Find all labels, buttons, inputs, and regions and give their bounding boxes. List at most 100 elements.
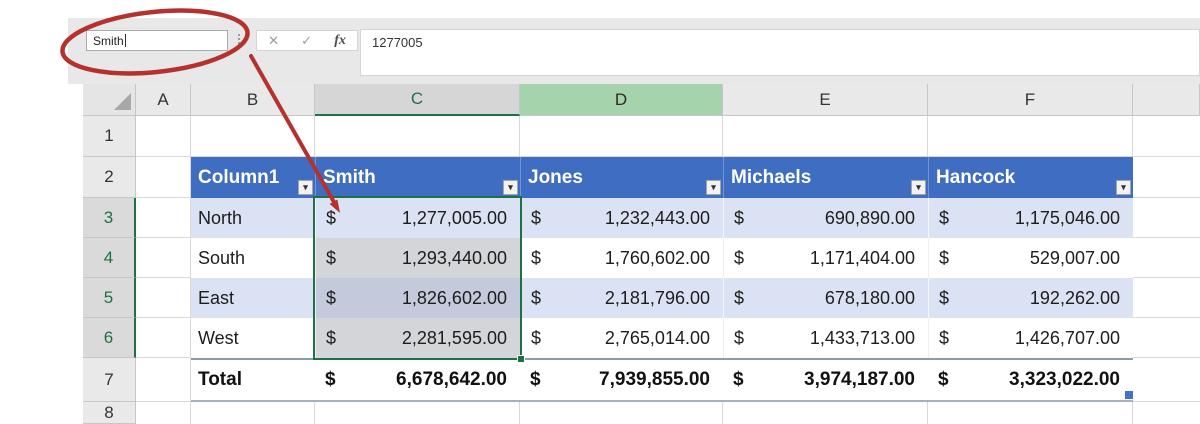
cell-f6[interactable]: $1,426,707.00	[928, 318, 1133, 358]
column-header-c[interactable]: C	[315, 84, 520, 116]
column-header-d[interactable]: D	[520, 84, 723, 116]
gridline	[136, 156, 1200, 157]
filter-button[interactable]: ▾	[503, 180, 518, 195]
currency-symbol: $	[939, 327, 950, 348]
cell-b3[interactable]: North	[191, 198, 315, 238]
filter-icon: ▾	[1121, 182, 1126, 192]
filter-button[interactable]: ▾	[1116, 180, 1131, 195]
select-all-button[interactable]	[83, 84, 136, 116]
cell-value: 1,426,707.00	[1014, 327, 1120, 348]
cell-c4[interactable]: $1,293,440.00	[315, 238, 520, 278]
column-header-a[interactable]: A	[136, 84, 191, 116]
currency-symbol: $	[734, 207, 745, 228]
cell-f4[interactable]: $529,007.00	[928, 238, 1133, 278]
cell-d6[interactable]: $2,765,014.00	[520, 318, 723, 358]
table-resize-handle[interactable]	[1125, 391, 1133, 399]
currency-symbol: $	[531, 287, 542, 308]
cell-b6[interactable]: West	[191, 318, 315, 358]
cell-b4[interactable]: South	[191, 238, 315, 278]
filter-icon: ▾	[508, 182, 513, 192]
cell-value: 7,939,855.00	[599, 369, 710, 390]
table-header-michaels[interactable]: Michaels ▾	[723, 157, 928, 198]
column-header-e[interactable]: E	[723, 84, 928, 116]
table-header-hancock[interactable]: Hancock ▾	[928, 157, 1133, 198]
filter-button[interactable]: ▾	[706, 180, 721, 195]
cell-e7-total[interactable]: $3,974,187.00	[723, 358, 928, 402]
cell-value: 2,281,595.00	[401, 327, 507, 348]
currency-symbol: $	[530, 369, 541, 390]
cell-value: 3,974,187.00	[804, 369, 915, 390]
filter-button[interactable]: ▾	[298, 180, 313, 195]
cell-value: 690,890.00	[824, 207, 915, 228]
row-header-4[interactable]: 4	[83, 238, 136, 278]
cell-b7-total[interactable]: Total	[191, 358, 315, 402]
cell-value: South	[198, 247, 246, 268]
cell-d3[interactable]: $1,232,443.00	[520, 198, 723, 238]
currency-symbol: $	[531, 247, 542, 268]
row-header-6[interactable]: 6	[83, 318, 136, 358]
filter-icon: ▾	[711, 182, 716, 192]
cell-f5[interactable]: $192,262.00	[928, 278, 1133, 318]
row-header-7[interactable]: 7	[83, 358, 136, 402]
table-header-smith[interactable]: Smith ▾	[315, 157, 520, 198]
table-header-column1[interactable]: Column1 ▾	[191, 157, 315, 198]
header-label: Jones	[528, 166, 583, 188]
cell-c7-total[interactable]: $6,678,642.00	[315, 358, 520, 402]
cell-value: 1,293,440.00	[401, 247, 507, 268]
column-header-partial[interactable]	[1133, 84, 1200, 116]
select-all-triangle-icon	[114, 93, 131, 110]
name-box-input[interactable]: Smith	[86, 30, 228, 51]
column-header-f[interactable]: F	[928, 84, 1133, 116]
enter-icon[interactable]: ✓	[301, 33, 313, 48]
cell-e6[interactable]: $1,433,713.00	[723, 318, 928, 358]
cell-value: North	[198, 207, 243, 228]
cell-c5[interactable]: $1,826,602.00	[315, 278, 520, 318]
cell-f7-total[interactable]: $3,323,022.00	[928, 358, 1133, 402]
header-label: Smith	[323, 166, 376, 188]
cell-e4[interactable]: $1,171,404.00	[723, 238, 928, 278]
row-header-5[interactable]: 5	[83, 278, 136, 318]
cell-d7-total[interactable]: $7,939,855.00	[520, 358, 723, 402]
row-header-2[interactable]: 2	[83, 157, 136, 198]
header-label: Column1	[198, 166, 280, 188]
cell-value: Total	[198, 369, 242, 390]
column-header-b[interactable]: B	[191, 84, 315, 116]
insert-function-icon[interactable]: fx	[334, 32, 346, 48]
cell-b5[interactable]: East	[191, 278, 315, 318]
cell-value: 1,171,404.00	[809, 247, 915, 268]
cell-c3-active[interactable]: $1,277,005.00	[315, 198, 520, 238]
cell-e3[interactable]: $690,890.00	[723, 198, 928, 238]
cancel-icon[interactable]: ✕	[268, 33, 279, 48]
cell-value: West	[198, 327, 239, 348]
row-header-1[interactable]: 1	[83, 116, 136, 157]
currency-symbol: $	[326, 207, 337, 228]
filter-icon: ▾	[303, 182, 308, 192]
currency-symbol: $	[734, 327, 745, 348]
cell-c6[interactable]: $2,281,595.00	[315, 318, 520, 358]
cell-f3[interactable]: $1,175,046.00	[928, 198, 1133, 238]
currency-symbol: $	[325, 369, 336, 390]
cell-value: 1,277,005.00	[401, 207, 507, 228]
name-box-value: Smith	[93, 33, 124, 48]
cell-value: 3,323,022.00	[1009, 369, 1120, 390]
cell-d5[interactable]: $2,181,796.00	[520, 278, 723, 318]
cell-value: 2,181,796.00	[604, 287, 710, 308]
name-box-splitter[interactable]	[238, 34, 241, 48]
fill-handle[interactable]	[517, 355, 525, 363]
header-label: Michaels	[731, 166, 812, 188]
cell-e5[interactable]: $678,180.00	[723, 278, 928, 318]
cell-value: East	[198, 287, 235, 308]
formula-input[interactable]: 1277005	[360, 29, 1200, 76]
cell-value: 678,180.00	[824, 287, 915, 308]
row-header-3[interactable]: 3	[83, 198, 136, 238]
currency-symbol: $	[938, 369, 949, 390]
cell-value: 6,678,642.00	[396, 369, 507, 390]
cell-d4[interactable]: $1,760,602.00	[520, 238, 723, 278]
row-header-8[interactable]: 8	[83, 402, 136, 424]
filter-button[interactable]: ▾	[911, 180, 926, 195]
cell-value: 1,760,602.00	[604, 247, 710, 268]
table-header-jones[interactable]: Jones ▾	[520, 157, 723, 198]
text-cursor	[124, 34, 126, 47]
currency-symbol: $	[939, 207, 950, 228]
